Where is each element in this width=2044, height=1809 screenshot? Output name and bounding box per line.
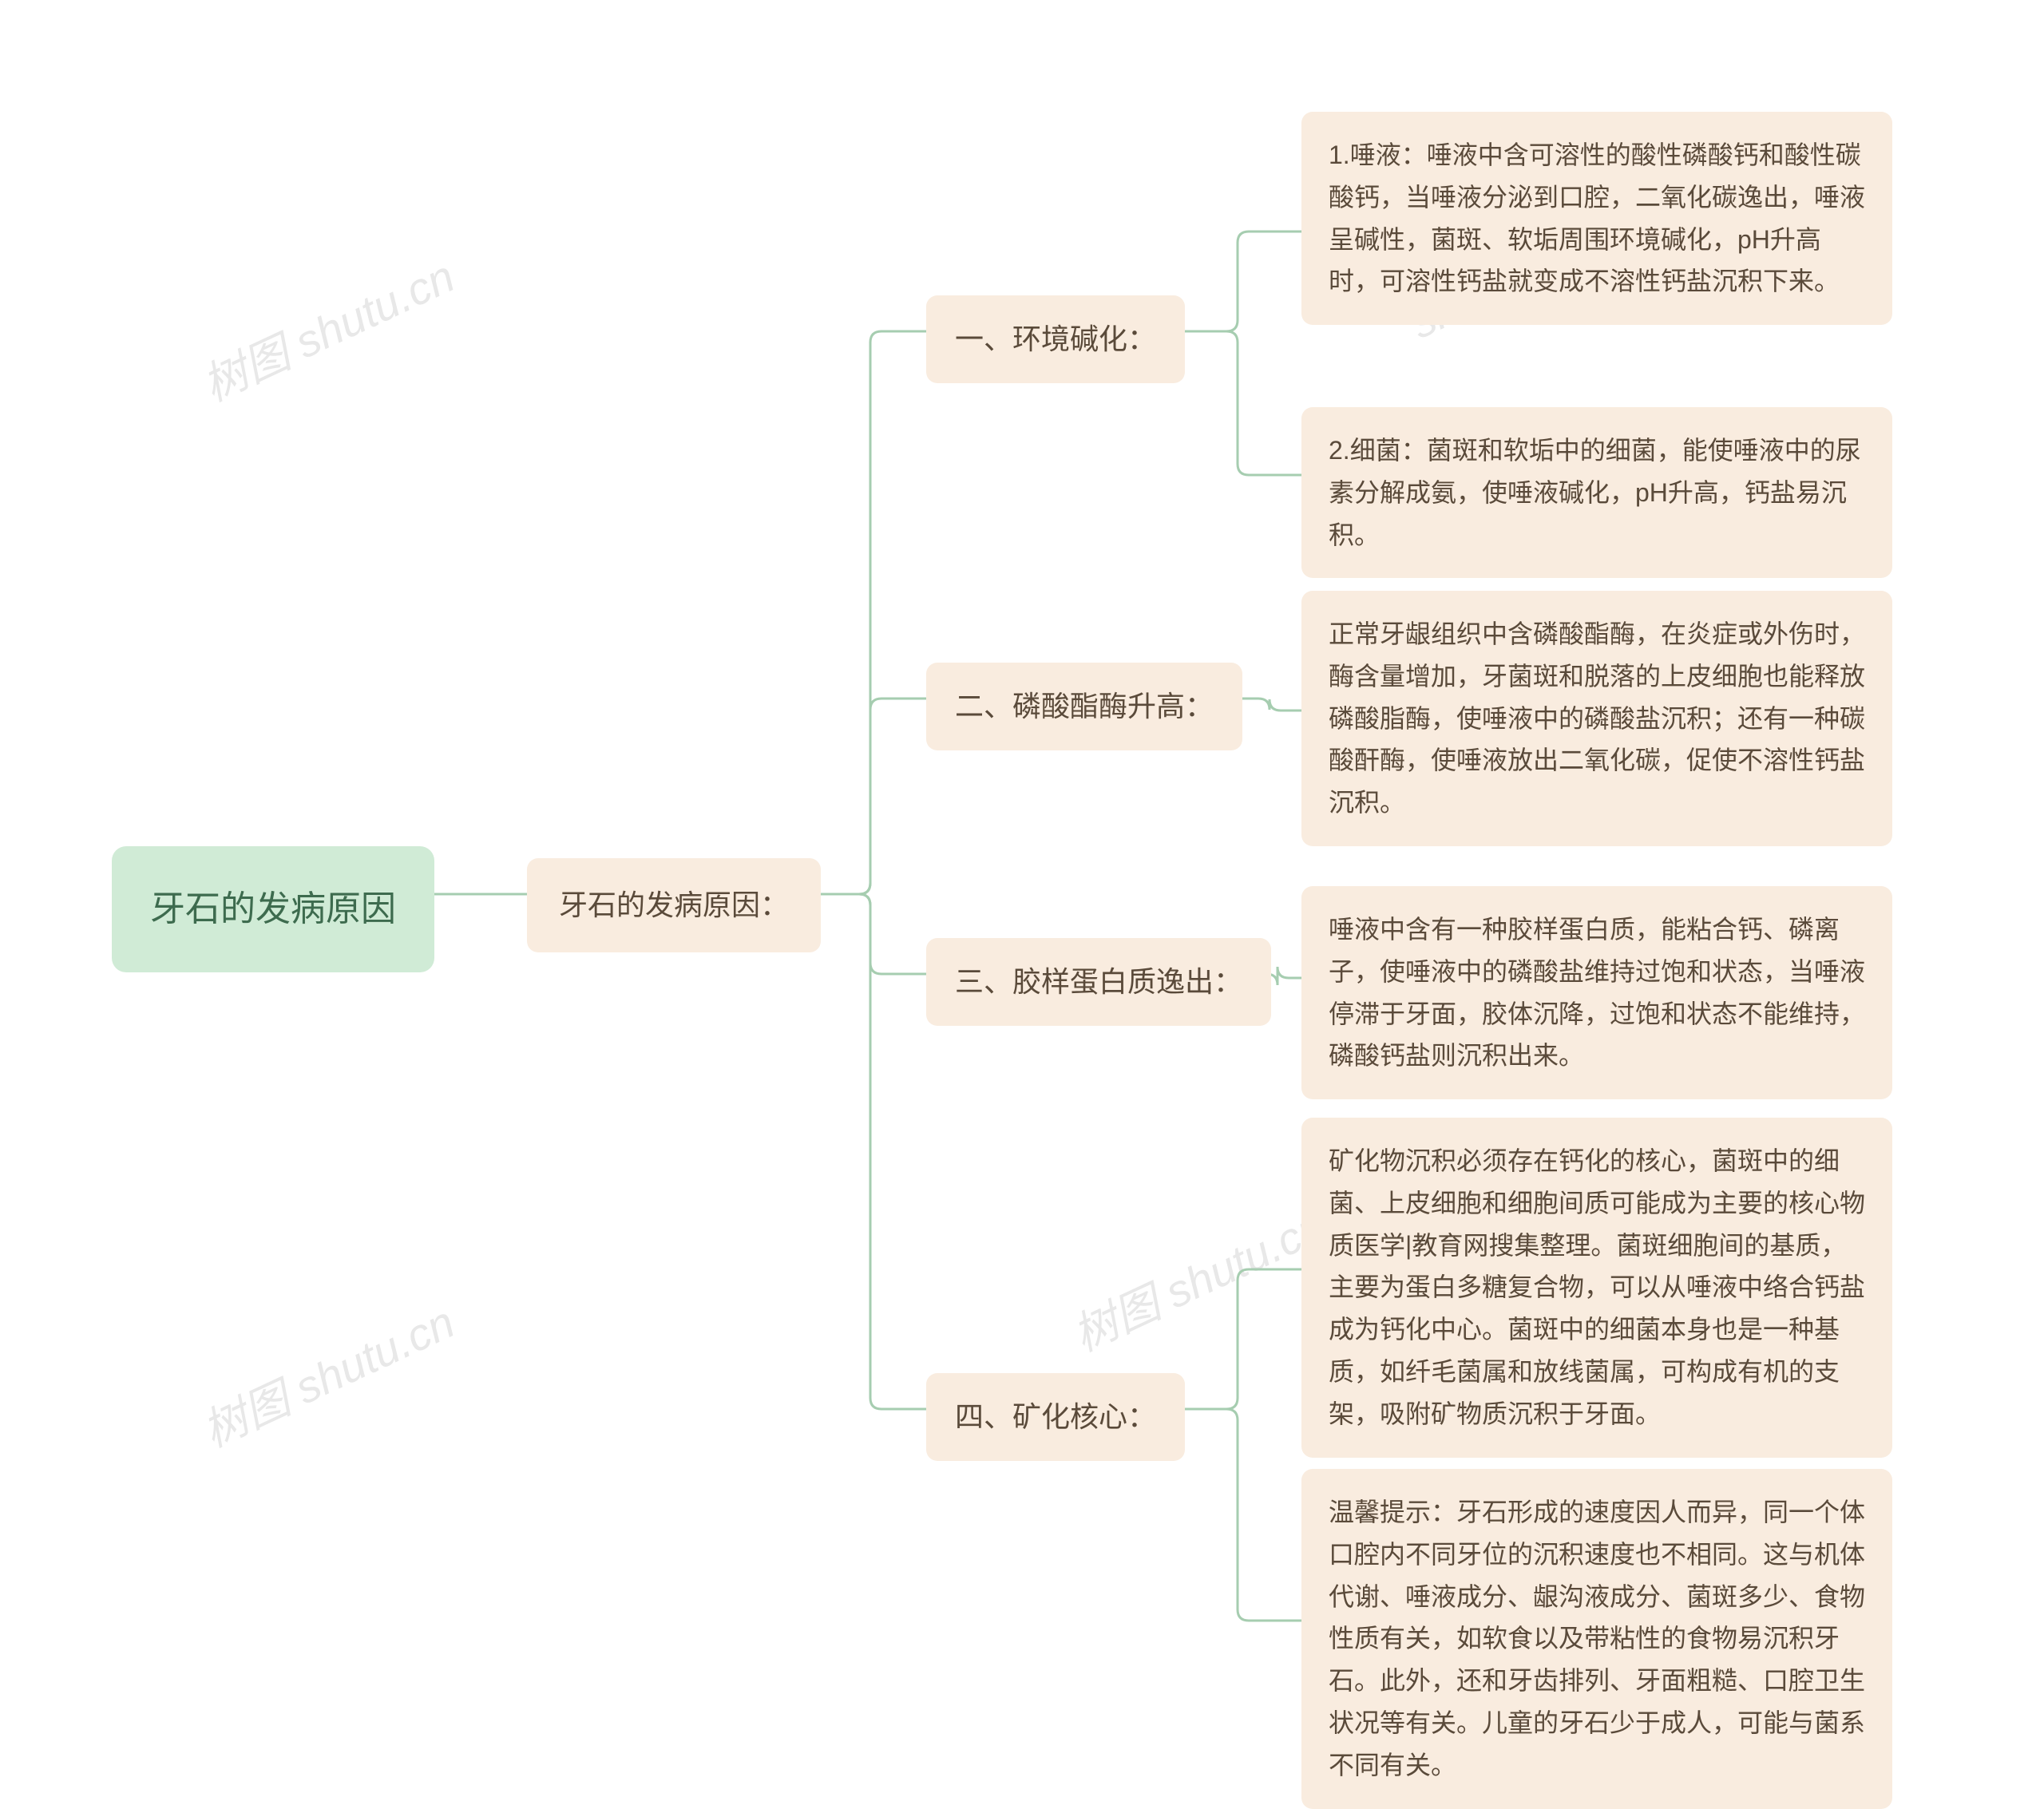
leaf-text: 温馨提示：牙石形成的速度因人而异，同一个体口腔内不同牙位的沉积速度也不相同。这与… <box>1329 1498 1865 1779</box>
leaf-text: 1.唾液：唾液中含可溶性的酸性磷酸钙和酸性碳酸钙，当唾液分泌到口腔，二氧化碳逸出… <box>1329 141 1865 295</box>
root-node[interactable]: 牙石的发病原因 <box>112 846 434 972</box>
leaf-text: 正常牙龈组织中含磷酸酯酶，在炎症或外伤时，酶含量增加，牙菌斑和脱落的上皮细胞也能… <box>1329 619 1865 817</box>
branch-label: 一、环境碱化： <box>955 323 1156 355</box>
level1-node[interactable]: 牙石的发病原因： <box>527 858 821 952</box>
leaf-node-4a[interactable]: 矿化物沉积必须存在钙化的核心，菌斑中的细菌、上皮细胞和细胞间质可能成为主要的核心… <box>1301 1118 1892 1458</box>
branch-label: 二、磷酸酯酶升高： <box>955 690 1214 722</box>
leaf-node-4b[interactable]: 温馨提示：牙石形成的速度因人而异，同一个体口腔内不同牙位的沉积速度也不相同。这与… <box>1301 1469 1892 1809</box>
branch-node-4[interactable]: 四、矿化核心： <box>926 1373 1185 1461</box>
branch-label: 四、矿化核心： <box>955 1400 1156 1433</box>
leaf-text: 唾液中含有一种胶样蛋白质，能粘合钙、磷离子，使唾液中的磷酸盐维持过饱和状态，当唾… <box>1329 915 1865 1070</box>
branch-node-1[interactable]: 一、环境碱化： <box>926 295 1185 383</box>
leaf-node-1b[interactable]: 2.细菌：菌斑和软垢中的细菌，能使唾液中的尿素分解成氨，使唾液碱化，pH升高，钙… <box>1301 407 1892 578</box>
root-label: 牙石的发病原因 <box>150 889 396 928</box>
leaf-node-3[interactable]: 唾液中含有一种胶样蛋白质，能粘合钙、磷离子，使唾液中的磷酸盐维持过饱和状态，当唾… <box>1301 886 1892 1099</box>
branch-node-2[interactable]: 二、磷酸酯酶升高： <box>926 663 1242 750</box>
branch-label: 三、胶样蛋白质逸出： <box>955 965 1242 998</box>
watermark: 树图 shutu.cn <box>191 241 464 414</box>
leaf-node-1a[interactable]: 1.唾液：唾液中含可溶性的酸性磷酸钙和酸性碳酸钙，当唾液分泌到口腔，二氧化碳逸出… <box>1301 112 1892 325</box>
branch-node-3[interactable]: 三、胶样蛋白质逸出： <box>926 938 1271 1026</box>
watermark: 树图 shutu.cn <box>1061 1191 1334 1364</box>
level1-label: 牙石的发病原因： <box>559 889 789 921</box>
leaf-text: 矿化物沉积必须存在钙化的核心，菌斑中的细菌、上皮细胞和细胞间质可能成为主要的核心… <box>1329 1146 1865 1428</box>
leaf-text: 2.细菌：菌斑和软垢中的细菌，能使唾液中的尿素分解成氨，使唾液碱化，pH升高，钙… <box>1329 436 1861 549</box>
watermark: 树图 shutu.cn <box>191 1287 464 1460</box>
leaf-node-2[interactable]: 正常牙龈组织中含磷酸酯酶，在炎症或外伤时，酶含量增加，牙菌斑和脱落的上皮细胞也能… <box>1301 591 1892 846</box>
